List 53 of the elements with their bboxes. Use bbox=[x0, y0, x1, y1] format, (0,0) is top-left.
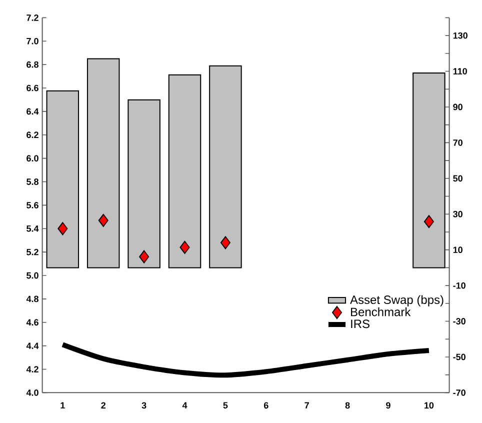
y-tick-label: 5.8 bbox=[26, 178, 39, 185]
point bbox=[180, 240, 190, 254]
point bbox=[424, 215, 434, 228]
y2-tick-label: -70 bbox=[453, 389, 466, 396]
bar bbox=[46, 90, 80, 268]
y-tick-label: 4.0 bbox=[26, 389, 38, 396]
y-tick-label: 6.4 bbox=[26, 108, 39, 115]
x-tick-label: 7 bbox=[304, 402, 309, 408]
y-tick-label: 4.8 bbox=[26, 296, 39, 302]
y-tick-label: 4.4 bbox=[26, 342, 39, 349]
y-tick-label: 6.0 bbox=[26, 155, 38, 162]
y2-tick-label: -10 bbox=[453, 282, 466, 289]
x-tick-label: 8 bbox=[345, 402, 350, 409]
bar bbox=[168, 74, 202, 268]
x-tick-label: 9 bbox=[386, 402, 390, 409]
y2-tick-label: 30 bbox=[453, 210, 462, 218]
y2-tick-label: 110 bbox=[453, 68, 467, 74]
x-tick-label: 2 bbox=[101, 402, 106, 408]
y-tick-label: 5.2 bbox=[26, 248, 38, 256]
y-tick-label: 6.8 bbox=[26, 61, 39, 68]
y-tick-label: 5.6 bbox=[26, 202, 38, 208]
x-tick-label: 10 bbox=[424, 402, 434, 409]
y-tick-label: 5.0 bbox=[26, 272, 38, 279]
bar bbox=[86, 58, 120, 268]
bar bbox=[209, 65, 242, 268]
y2-tick-label: 50 bbox=[453, 175, 462, 182]
x-tick-label: 5 bbox=[223, 402, 228, 409]
y-tick-label: 4.6 bbox=[26, 319, 38, 326]
y2-tick-label: -30 bbox=[453, 318, 466, 324]
y2-tick-label: 10 bbox=[453, 246, 462, 254]
legend-label: IRS bbox=[351, 320, 370, 328]
y2-tick-label: 130 bbox=[453, 32, 468, 39]
x-tick-label: 4 bbox=[182, 402, 188, 408]
bar bbox=[412, 72, 446, 268]
point bbox=[98, 214, 108, 227]
x-tick-label: 1 bbox=[60, 402, 65, 408]
point bbox=[139, 250, 150, 264]
y-tick-label: 7.2 bbox=[26, 14, 38, 21]
point bbox=[220, 236, 230, 250]
y-tick-label: 6.2 bbox=[26, 132, 38, 138]
bar bbox=[128, 99, 160, 268]
y2-tick-label: -50 bbox=[453, 354, 466, 360]
legend-label: Asset Swap (bps) bbox=[350, 295, 444, 306]
y-tick-label: 7.0 bbox=[26, 38, 38, 44]
point bbox=[58, 222, 68, 236]
y2-tick-label: 70 bbox=[453, 140, 462, 146]
y-tick-label: 5.4 bbox=[26, 225, 39, 232]
x-tick-label: 3 bbox=[142, 402, 146, 409]
y-tick-label: 6.6 bbox=[26, 84, 38, 92]
y2-tick-label: 90 bbox=[453, 104, 462, 110]
legend-label: Benchmark bbox=[351, 307, 411, 316]
y-tick-label: 4.2 bbox=[26, 366, 38, 372]
x-tick-label: 6 bbox=[264, 402, 268, 409]
